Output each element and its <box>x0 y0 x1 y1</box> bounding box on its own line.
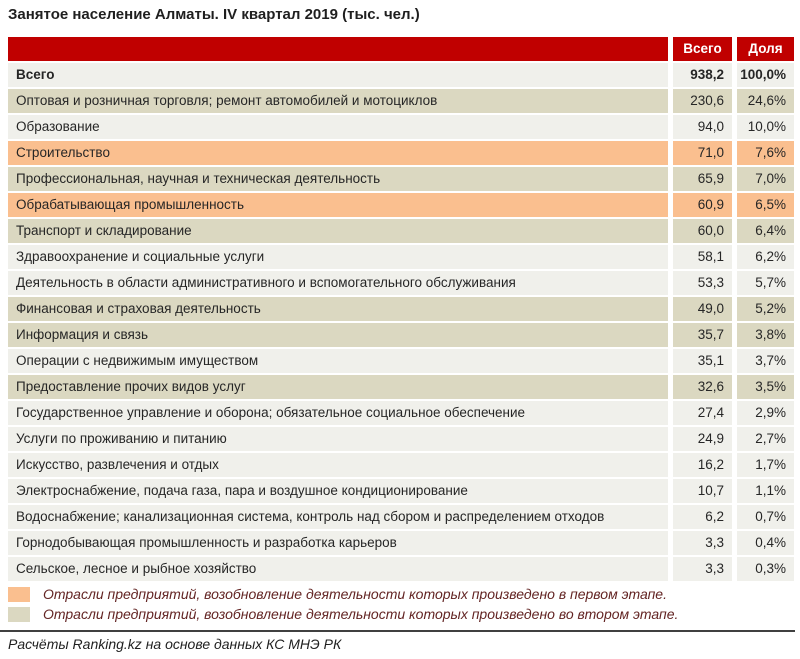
table-row: Транспорт и складирование 60,0 6,4% <box>8 219 794 243</box>
table-row: Всего 938,2 100,0% <box>8 63 794 87</box>
row-total-cell: 230,6 <box>673 89 732 113</box>
table-row: Образование 94,0 10,0% <box>8 115 794 139</box>
row-share-cell: 2,7% <box>737 427 794 451</box>
row-total-cell: 6,2 <box>673 505 732 529</box>
row-total-cell: 16,2 <box>673 453 732 477</box>
row-share-cell: 3,7% <box>737 349 794 373</box>
table-row: Государственное управление и оборона; об… <box>8 401 794 425</box>
row-share-cell: 6,4% <box>737 219 794 243</box>
legend-item: Отрасли предприятий, возобновление деяте… <box>8 606 678 622</box>
row-total-cell: 71,0 <box>673 141 732 165</box>
row-label-cell: Образование <box>8 115 668 139</box>
row-total-cell: 65,9 <box>673 167 732 191</box>
row-label-cell: Здравоохранение и социальные услуги <box>8 245 668 269</box>
legend-swatch <box>8 586 30 602</box>
row-share-cell: 5,7% <box>737 271 794 295</box>
employment-table: Всего Доля Всего 938,2 100,0% Оптовая и … <box>8 37 794 583</box>
row-share-cell: 3,5% <box>737 375 794 399</box>
table-row: Предоставление прочих видов услуг 32,6 3… <box>8 375 794 399</box>
footer-divider <box>0 630 795 632</box>
row-label-cell: Водоснабжение; канализационная система, … <box>8 505 668 529</box>
row-total-cell: 938,2 <box>673 63 732 87</box>
table-header-row: Всего Доля <box>8 37 794 61</box>
row-share-cell: 10,0% <box>737 115 794 139</box>
row-label-cell: Профессиональная, научная и техническая … <box>8 167 668 191</box>
row-share-cell: 6,5% <box>737 193 794 217</box>
row-label-cell: Операции с недвижимым имуществом <box>8 349 668 373</box>
row-label-cell: Всего <box>8 63 668 87</box>
row-label-cell: Государственное управление и оборона; об… <box>8 401 668 425</box>
row-share-cell: 0,4% <box>737 531 794 555</box>
header-label-cell <box>8 37 668 61</box>
table-row: Профессиональная, научная и техническая … <box>8 167 794 191</box>
row-share-cell: 2,9% <box>737 401 794 425</box>
row-label-cell: Деятельность в области административного… <box>8 271 668 295</box>
header-share-cell: Доля <box>737 37 794 61</box>
table-row: Финансовая и страховая деятельность 49,0… <box>8 297 794 321</box>
legend-label: Отрасли предприятий, возобновление деяте… <box>43 586 667 602</box>
table-row: Искусство, развлечения и отдых 16,2 1,7% <box>8 453 794 477</box>
row-total-cell: 35,1 <box>673 349 732 373</box>
row-label-cell: Услуги по проживанию и питанию <box>8 427 668 451</box>
row-total-cell: 35,7 <box>673 323 732 347</box>
table-row: Электроснабжение, подача газа, пара и во… <box>8 479 794 503</box>
table-row: Обрабатывающая промышленность 60,9 6,5% <box>8 193 794 217</box>
table-row: Строительство 71,0 7,6% <box>8 141 794 165</box>
table-row: Операции с недвижимым имуществом 35,1 3,… <box>8 349 794 373</box>
row-share-cell: 3,8% <box>737 323 794 347</box>
header-total-cell: Всего <box>673 37 732 61</box>
row-total-cell: 3,3 <box>673 531 732 555</box>
table-row: Водоснабжение; канализационная система, … <box>8 505 794 529</box>
table-row: Горнодобывающая промышленность и разрабо… <box>8 531 794 555</box>
row-total-cell: 60,0 <box>673 219 732 243</box>
row-total-cell: 32,6 <box>673 375 732 399</box>
row-share-cell: 0,3% <box>737 557 794 581</box>
row-share-cell: 24,6% <box>737 89 794 113</box>
table-row: Сельское, лесное и рыбное хозяйство 3,3 … <box>8 557 794 581</box>
legend-label: Отрасли предприятий, возобновление деяте… <box>43 606 679 622</box>
row-label-cell: Финансовая и страховая деятельность <box>8 297 668 321</box>
row-share-cell: 5,2% <box>737 297 794 321</box>
row-share-cell: 1,1% <box>737 479 794 503</box>
legend-swatch <box>8 606 30 622</box>
row-label-cell: Оптовая и розничная торговля; ремонт авт… <box>8 89 668 113</box>
row-share-cell: 6,2% <box>737 245 794 269</box>
legend-item: Отрасли предприятий, возобновление деяте… <box>8 586 678 602</box>
row-label-cell: Предоставление прочих видов услуг <box>8 375 668 399</box>
row-total-cell: 27,4 <box>673 401 732 425</box>
row-label-cell: Транспорт и складирование <box>8 219 668 243</box>
footer-source-note: Расчёты Ranking.kz на основе данных КС М… <box>8 636 342 652</box>
row-total-cell: 24,9 <box>673 427 732 451</box>
row-label-cell: Информация и связь <box>8 323 668 347</box>
row-label-cell: Электроснабжение, подача газа, пара и во… <box>8 479 668 503</box>
page-title: Занятое население Алматы. IV квартал 201… <box>8 6 420 23</box>
row-total-cell: 94,0 <box>673 115 732 139</box>
row-total-cell: 53,3 <box>673 271 732 295</box>
table-row: Оптовая и розничная торговля; ремонт авт… <box>8 89 794 113</box>
row-total-cell: 10,7 <box>673 479 732 503</box>
row-total-cell: 3,3 <box>673 557 732 581</box>
row-label-cell: Обрабатывающая промышленность <box>8 193 668 217</box>
row-total-cell: 49,0 <box>673 297 732 321</box>
row-share-cell: 7,6% <box>737 141 794 165</box>
row-label-cell: Искусство, развлечения и отдых <box>8 453 668 477</box>
row-share-cell: 7,0% <box>737 167 794 191</box>
row-total-cell: 60,9 <box>673 193 732 217</box>
row-share-cell: 0,7% <box>737 505 794 529</box>
row-label-cell: Строительство <box>8 141 668 165</box>
row-label-cell: Сельское, лесное и рыбное хозяйство <box>8 557 668 581</box>
table-row: Информация и связь 35,7 3,8% <box>8 323 794 347</box>
legend: Отрасли предприятий, возобновление деяте… <box>8 586 678 626</box>
table-row: Услуги по проживанию и питанию 24,9 2,7% <box>8 427 794 451</box>
row-label-cell: Горнодобывающая промышленность и разрабо… <box>8 531 668 555</box>
row-total-cell: 58,1 <box>673 245 732 269</box>
table-row: Здравоохранение и социальные услуги 58,1… <box>8 245 794 269</box>
table-row: Деятельность в области административного… <box>8 271 794 295</box>
row-share-cell: 100,0% <box>737 63 794 87</box>
row-share-cell: 1,7% <box>737 453 794 477</box>
table-body: Всего 938,2 100,0% Оптовая и розничная т… <box>8 63 794 581</box>
